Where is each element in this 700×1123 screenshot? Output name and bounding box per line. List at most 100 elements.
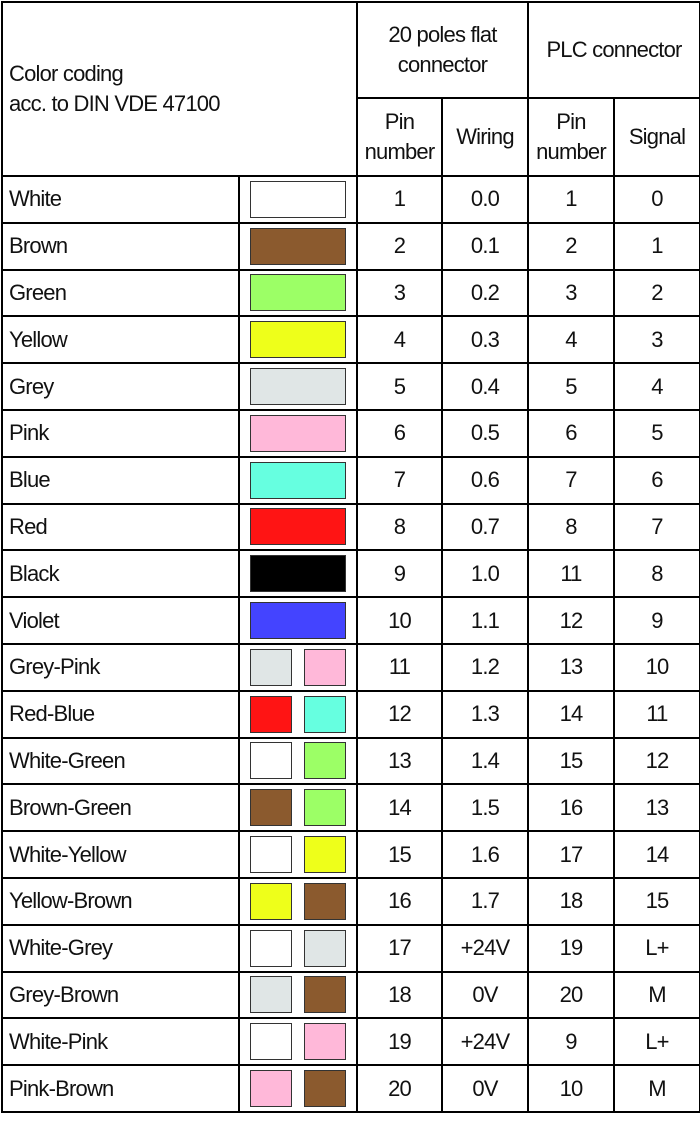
color-swatches	[240, 882, 356, 920]
color-swatches	[240, 929, 356, 967]
plc-pin-number-cell: 15	[527, 736, 615, 786]
color-coding-header: Color coding acc. to DIN VDE 47100	[1, 1, 358, 177]
signal-cell: 2	[613, 268, 700, 318]
color-swatch	[304, 648, 346, 686]
wiring-cell: 0V	[441, 970, 529, 1020]
table-row: Yellow 4 0.3 4 3	[1, 315, 700, 365]
wiring-cell: 1.2	[441, 642, 529, 692]
color-name-cell: White-Grey	[1, 923, 240, 973]
color-swatches	[240, 274, 356, 312]
pin-number-cell: 5	[356, 362, 443, 411]
table-row: White 1 0.0 1 0	[1, 175, 700, 224]
pin-number-cell: 1	[356, 175, 443, 224]
wiring-cell: 0V	[441, 1064, 529, 1113]
table-row: White-Pink 19 +24V 9 L+	[1, 1017, 700, 1067]
color-swatch-cell	[238, 923, 358, 973]
wiring-cell: 0.1	[441, 221, 529, 271]
color-swatch	[250, 836, 292, 874]
color-name-cell: Pink-Brown	[1, 1064, 240, 1113]
color-swatch	[304, 789, 346, 827]
pin-number-cell: 18	[356, 970, 443, 1020]
table-row: White-Yellow 15 1.6 17 14	[1, 830, 700, 879]
color-swatch-cell	[238, 970, 358, 1020]
color-swatch	[250, 1023, 292, 1061]
color-swatch-cell	[238, 362, 358, 411]
plc-pin-number-cell: 17	[527, 830, 615, 879]
color-swatch-cell	[238, 1017, 358, 1067]
color-name-cell: White-Yellow	[1, 830, 240, 879]
table-row: Grey 5 0.4 5 4	[1, 362, 700, 411]
color-swatch	[304, 882, 346, 920]
color-swatch	[250, 695, 292, 733]
color-swatch	[250, 648, 292, 686]
table-row: Grey-Pink 11 1.2 13 10	[1, 642, 700, 692]
wiring-cell: 1.4	[441, 736, 529, 786]
color-name-cell: Brown	[1, 221, 240, 271]
plc-pin-number-header: Pin number	[527, 97, 615, 177]
signal-cell: 1	[613, 221, 700, 271]
color-name-cell: Grey-Pink	[1, 642, 240, 692]
pin-number-cell: 14	[356, 783, 443, 833]
table-row: Grey-Brown 18 0V 20 M	[1, 970, 700, 1020]
plc-pin-number-cell: 18	[527, 876, 615, 926]
table-row: Red-Blue 12 1.3 14 11	[1, 689, 700, 739]
color-swatch	[250, 976, 292, 1014]
color-swatch	[304, 695, 346, 733]
pin-number-cell: 3	[356, 268, 443, 318]
color-name-cell: Red-Blue	[1, 689, 240, 739]
signal-cell: 14	[613, 830, 700, 879]
color-swatch	[250, 321, 346, 359]
plc-pin-number-cell: 6	[527, 408, 615, 458]
signal-cell: 0	[613, 175, 700, 224]
signal-cell: 15	[613, 876, 700, 926]
signal-cell: M	[613, 1064, 700, 1113]
table-row: Red 8 0.7 8 7	[1, 502, 700, 552]
plc-pin-number-cell: 19	[527, 923, 615, 973]
wiring-cell: 0.2	[441, 268, 529, 318]
color-name-cell: Red	[1, 502, 240, 552]
pin-number-cell: 2	[356, 221, 443, 271]
color-swatches	[240, 461, 356, 499]
pin-number-header: Pin number	[356, 97, 443, 177]
plc-pin-number-cell: 10	[527, 1064, 615, 1113]
color-swatch	[250, 414, 346, 452]
signal-cell: 8	[613, 549, 700, 599]
wiring-cell: 1.0	[441, 549, 529, 599]
color-swatch	[250, 368, 346, 406]
pin-number-cell: 9	[356, 549, 443, 599]
plc-pin-number-cell: 2	[527, 221, 615, 271]
pin-number-cell: 7	[356, 455, 443, 505]
color-swatch	[250, 274, 346, 312]
pin-number-cell: 8	[356, 502, 443, 552]
signal-cell: L+	[613, 923, 700, 973]
color-swatches	[240, 976, 356, 1014]
color-swatches	[240, 742, 356, 780]
wiring-cell: 1.3	[441, 689, 529, 739]
table-row: Green 3 0.2 3 2	[1, 268, 700, 318]
color-swatch-cell	[238, 830, 358, 879]
flat-connector-header: 20 poles flat connector	[356, 1, 529, 99]
color-swatches	[240, 695, 356, 733]
pin-number-cell: 6	[356, 408, 443, 458]
wiring-cell: +24V	[441, 923, 529, 973]
plc-connector-header: PLC connector	[527, 1, 700, 99]
color-swatch-cell	[238, 876, 358, 926]
color-swatch-cell	[238, 596, 358, 645]
plc-pin-number-cell: 7	[527, 455, 615, 505]
color-swatch-cell	[238, 549, 358, 599]
color-name-cell: White	[1, 175, 240, 224]
color-swatches	[240, 368, 356, 406]
color-swatch-cell	[238, 736, 358, 786]
color-name-cell: Black	[1, 549, 240, 599]
wiring-header: Wiring	[441, 97, 529, 177]
wiring-cell: 0.6	[441, 455, 529, 505]
color-swatches	[240, 836, 356, 874]
color-name-cell: Yellow	[1, 315, 240, 365]
color-swatch-cell	[238, 783, 358, 833]
plc-pin-number-cell: 9	[527, 1017, 615, 1067]
wiring-cell: 1.1	[441, 596, 529, 645]
plc-pin-number-cell: 12	[527, 596, 615, 645]
color-swatches	[240, 602, 356, 640]
color-swatch	[250, 882, 292, 920]
